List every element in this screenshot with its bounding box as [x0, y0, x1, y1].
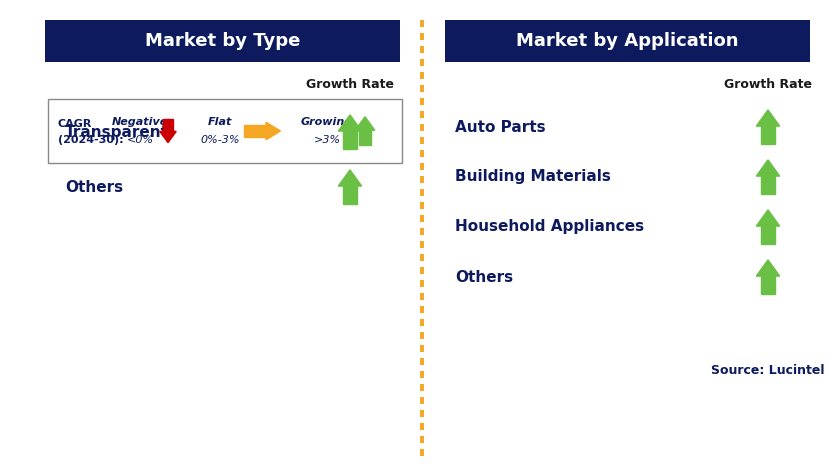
Polygon shape: [760, 226, 774, 244]
Text: Market by Type: Market by Type: [145, 32, 300, 50]
FancyBboxPatch shape: [45, 20, 400, 62]
Polygon shape: [343, 131, 357, 149]
Polygon shape: [760, 176, 774, 194]
Text: Negative: Negative: [112, 117, 168, 127]
Text: Market by Application: Market by Application: [516, 32, 738, 50]
Polygon shape: [760, 126, 774, 144]
FancyBboxPatch shape: [48, 99, 402, 163]
Text: Building Materials: Building Materials: [455, 170, 610, 185]
Polygon shape: [338, 170, 361, 186]
Polygon shape: [359, 130, 371, 145]
Text: Growth Rate: Growth Rate: [306, 77, 393, 90]
Polygon shape: [338, 115, 361, 131]
Text: Growing: Growing: [301, 117, 353, 127]
Polygon shape: [162, 119, 173, 131]
Text: Transparent: Transparent: [65, 124, 169, 139]
FancyBboxPatch shape: [445, 20, 809, 62]
Polygon shape: [266, 122, 280, 140]
Polygon shape: [243, 125, 266, 137]
Text: >3%: >3%: [313, 135, 340, 145]
Text: Household Appliances: Household Appliances: [455, 219, 643, 234]
Polygon shape: [160, 131, 176, 143]
Text: <0%: <0%: [127, 135, 153, 145]
Text: 0%-3%: 0%-3%: [200, 135, 239, 145]
Polygon shape: [760, 276, 774, 294]
Text: Flat: Flat: [208, 117, 232, 127]
Polygon shape: [355, 117, 374, 130]
Text: Growth Rate: Growth Rate: [723, 77, 811, 90]
Text: Auto Parts: Auto Parts: [455, 119, 545, 135]
Text: Source: Lucintel: Source: Lucintel: [710, 364, 824, 377]
Polygon shape: [755, 110, 779, 126]
Polygon shape: [755, 160, 779, 176]
Text: Others: Others: [455, 269, 513, 285]
Text: (2024-30):: (2024-30):: [58, 135, 123, 145]
Polygon shape: [755, 260, 779, 276]
Polygon shape: [755, 210, 779, 226]
Polygon shape: [343, 186, 357, 204]
Text: Others: Others: [65, 179, 123, 194]
Text: CAGR: CAGR: [58, 119, 92, 129]
